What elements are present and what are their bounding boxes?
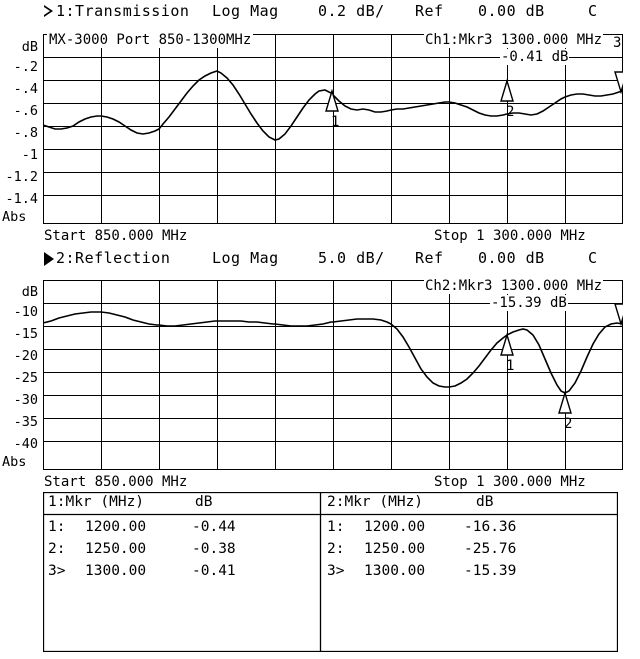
marker-table-left-header-col2: dB — [195, 494, 213, 510]
marker-table-right-header-col1: 2:Mkr (MHz) — [327, 494, 424, 510]
marker-table-right-row-0-value: -16.36 — [464, 519, 517, 535]
channel1-format[interactable]: Log Mag — [212, 2, 279, 20]
channel1-y-tick-6: -1.4 — [5, 191, 38, 207]
marker-table-right-row-2-id: 3> — [327, 563, 345, 579]
channel2-trace — [43, 311, 623, 394]
marker-table-left-row-0-value: -0.44 — [192, 519, 236, 535]
svg-text:3: 3 — [613, 35, 621, 51]
marker-table-right-row-0-id: 1: — [327, 519, 345, 535]
marker-table-left-row-2-id: 3> — [48, 563, 66, 579]
channel2-correction-flag: C — [588, 249, 598, 267]
marker-table-left-row-1-freq[interactable]: 1250.00 — [85, 541, 147, 557]
marker-table-right-row-0-freq[interactable]: 1200.00 — [364, 519, 426, 535]
channel2-format[interactable]: Log Mag — [212, 249, 279, 267]
svg-text:2: 2 — [564, 416, 572, 432]
channel1-marker-1[interactable]: 1 — [325, 88, 339, 130]
channel1-device-label[interactable]: MX-3000 Port 850-1300MHz — [47, 32, 254, 48]
channel2-scale-per-div[interactable]: 5.0 dB/ — [318, 249, 385, 267]
channel1-marker-2[interactable]: 2 — [500, 78, 514, 120]
marker-table-left-row-2-value: -0.41 — [192, 563, 236, 579]
marker-tables-frame — [43, 492, 618, 652]
svg-text:1: 1 — [506, 358, 514, 374]
channel1-correction-flag: C — [588, 2, 598, 20]
channel1-scale-per-div[interactable]: 0.2 dB/ — [318, 2, 385, 20]
channel2-y-unit: dB — [21, 284, 38, 300]
channel1-marker-readout-header: Ch1:Mkr3 1300.000 MHz — [424, 32, 604, 48]
channel1-title[interactable]: 1:Transmission — [56, 2, 190, 20]
channel1-y-tick-3: -.8 — [13, 125, 38, 141]
svg-text:1: 1 — [331, 114, 339, 130]
channel2-ref-value[interactable]: 0.00 dB — [478, 249, 545, 267]
svg-text:3: 3 — [613, 280, 621, 283]
marker-table-right-row-1-freq[interactable]: 1250.00 — [364, 541, 426, 557]
channel2-marker-readout-value: -15.39 dB — [490, 295, 568, 311]
channel2-start-label[interactable]: Start 850.000 MHz — [44, 474, 188, 490]
channel2-marker-3-active[interactable]: 3 2 — [613, 280, 623, 336]
channel2-y-tick-2: -20 — [13, 348, 38, 364]
marker-table-right-row-1-id: 2: — [327, 541, 345, 557]
channel1-start-label[interactable]: Start 850.000 MHz — [44, 228, 188, 244]
channel2-y-tick-4: -30 — [13, 392, 38, 408]
channel2-stop-label[interactable]: Stop 1 300.000 MHz — [434, 474, 586, 490]
channel2-y-tick-6: -40 — [13, 436, 38, 452]
svg-text:2: 2 — [506, 104, 514, 120]
channel1-abs-label: Abs — [2, 209, 27, 225]
channel2-marker-1[interactable]: 1 — [500, 332, 514, 374]
marker-table-right-header-col2: dB — [476, 494, 494, 510]
channel1-y-tick-4: -1 — [21, 147, 38, 163]
channel1-ref-label: Ref — [415, 2, 444, 20]
marker-table-left-row-2-freq[interactable]: 1300.00 — [85, 563, 147, 579]
channel2-title[interactable]: 2:Reflection — [56, 249, 171, 267]
channel1-y-tick-2: -.6 — [13, 103, 38, 119]
channel1-y-tick-0: -.2 — [13, 59, 38, 75]
channel1-y-tick-5: -1.2 — [5, 169, 38, 185]
marker-table-left-row-0-freq[interactable]: 1200.00 — [85, 519, 147, 535]
marker-table-left-row-1-value: -0.38 — [192, 541, 236, 557]
channel1-marker-readout-value: -0.41 dB — [500, 49, 570, 65]
marker-table-right-row-2-value: -15.39 — [464, 563, 517, 579]
marker-table-left-header-col1: 1:Mkr (MHz) — [48, 494, 145, 510]
channel2-ref-label: Ref — [415, 249, 444, 267]
channel1-y-unit: dB — [21, 39, 38, 55]
channel2-y-tick-1: -15 — [13, 326, 38, 342]
channel2-active-indicator-icon[interactable] — [44, 252, 54, 266]
channel1-ref-value[interactable]: 0.00 dB — [478, 2, 545, 20]
channel1-y-tick-1: -.4 — [13, 81, 38, 97]
marker-table-right-row-1-value: -25.76 — [464, 541, 517, 557]
channel1-marker-3-active[interactable]: 3 1 — [613, 35, 623, 104]
marker-table-right-row-2-freq[interactable]: 1300.00 — [364, 563, 426, 579]
channel2-marker-readout-header: Ch2:Mkr3 1300.000 MHz — [424, 278, 604, 294]
channel1-active-indicator-icon[interactable] — [44, 5, 53, 17]
channel2-y-tick-0: -10 — [13, 304, 38, 320]
channel1-stop-label[interactable]: Stop 1 300.000 MHz — [434, 228, 586, 244]
marker-table-left-row-1-id: 2: — [48, 541, 66, 557]
channel2-abs-label: Abs — [2, 454, 27, 470]
channel2-marker-2[interactable]: 2 — [558, 390, 572, 432]
channel2-y-tick-3: -25 — [13, 370, 38, 386]
channel2-y-tick-5: -35 — [13, 414, 38, 430]
marker-table-left-row-0-id: 1: — [48, 519, 66, 535]
